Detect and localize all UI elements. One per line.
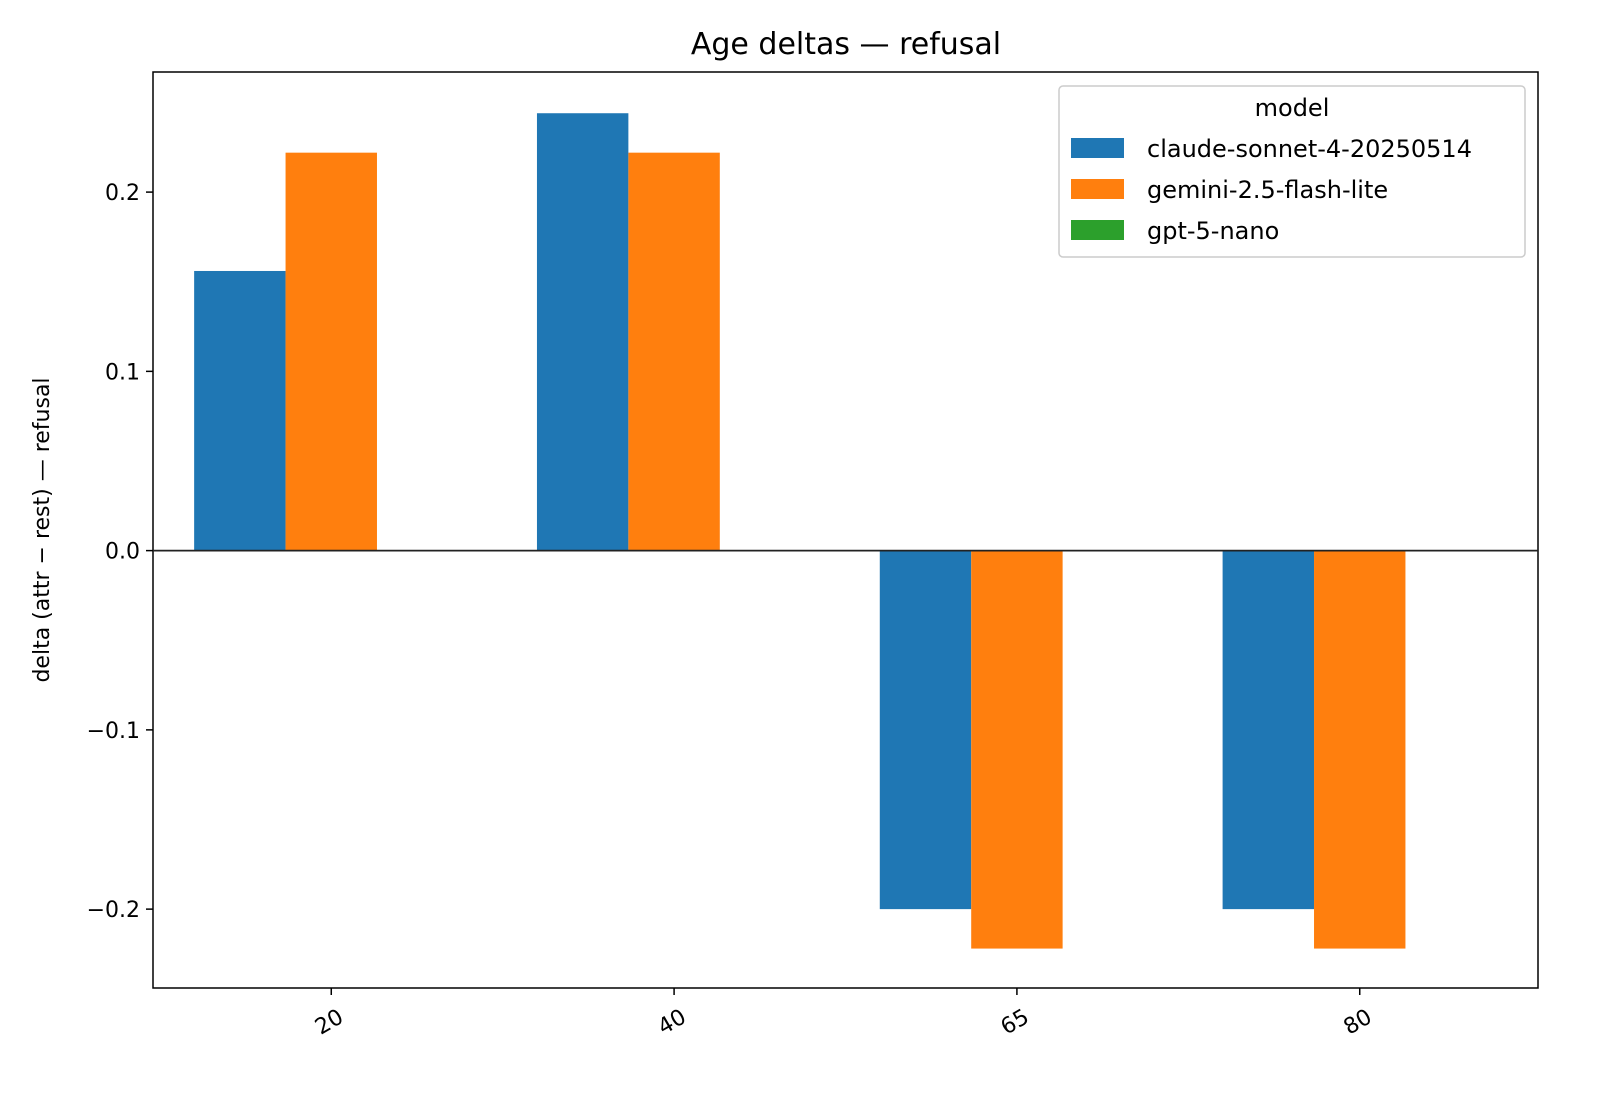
bar-claude-sonnet-4-20250514-65: [879, 550, 972, 910]
plot-frame: [152, 71, 1539, 989]
x-axis: 20 40 65 80: [311, 988, 1376, 1040]
bar-gemini-2.5-flash-lite-20: [285, 152, 377, 551]
x-tick-label: 65: [997, 1005, 1034, 1041]
x-tick-label: 40: [654, 1005, 691, 1041]
bar-gemini-2.5-flash-lite-65: [971, 550, 1063, 949]
legend-swatch: [1071, 179, 1124, 199]
y-tick-label: 0.0: [105, 540, 140, 565]
legend-label: claude-sonnet-4-20250514: [1147, 135, 1472, 163]
legend-items: claude-sonnet-4-20250514 gemini-2.5-flash…: [1071, 135, 1472, 245]
legend-label: gemini-2.5-flash-lite: [1147, 176, 1388, 204]
y-tick-label: 0.1: [105, 360, 140, 385]
y-tick-label: −0.2: [87, 898, 140, 923]
legend-swatch: [1071, 138, 1124, 158]
x-tick-label: 80: [1340, 1005, 1377, 1041]
y-tick-label: 0.2: [105, 181, 140, 206]
bars: [194, 113, 1406, 949]
y-tick-label: −0.1: [87, 719, 140, 744]
bar-claude-sonnet-4-20250514-80: [1222, 550, 1315, 910]
legend: model claude-sonnet-4-20250514 gemini-2.5…: [1058, 85, 1526, 258]
plot-area: [152, 71, 1539, 989]
legend-box: [1058, 85, 1526, 258]
legend-swatch: [1071, 220, 1124, 240]
bar-gemini-2.5-flash-lite-40: [628, 152, 720, 551]
legend-label: gpt-5-nano: [1147, 217, 1279, 245]
legend-title: model: [1255, 94, 1330, 122]
bar-claude-sonnet-4-20250514-40: [536, 113, 629, 551]
bar-claude-sonnet-4-20250514-20: [194, 270, 286, 551]
bar-gemini-2.5-flash-lite-80: [1314, 550, 1406, 949]
y-axis: −0.2 −0.1 0.0 0.1 0.2: [87, 181, 153, 923]
chart-title: Age deltas — refusal: [691, 27, 1001, 62]
x-tick-label: 20: [311, 1005, 348, 1041]
y-axis-label: delta (attr − rest) — refusal: [30, 377, 55, 682]
